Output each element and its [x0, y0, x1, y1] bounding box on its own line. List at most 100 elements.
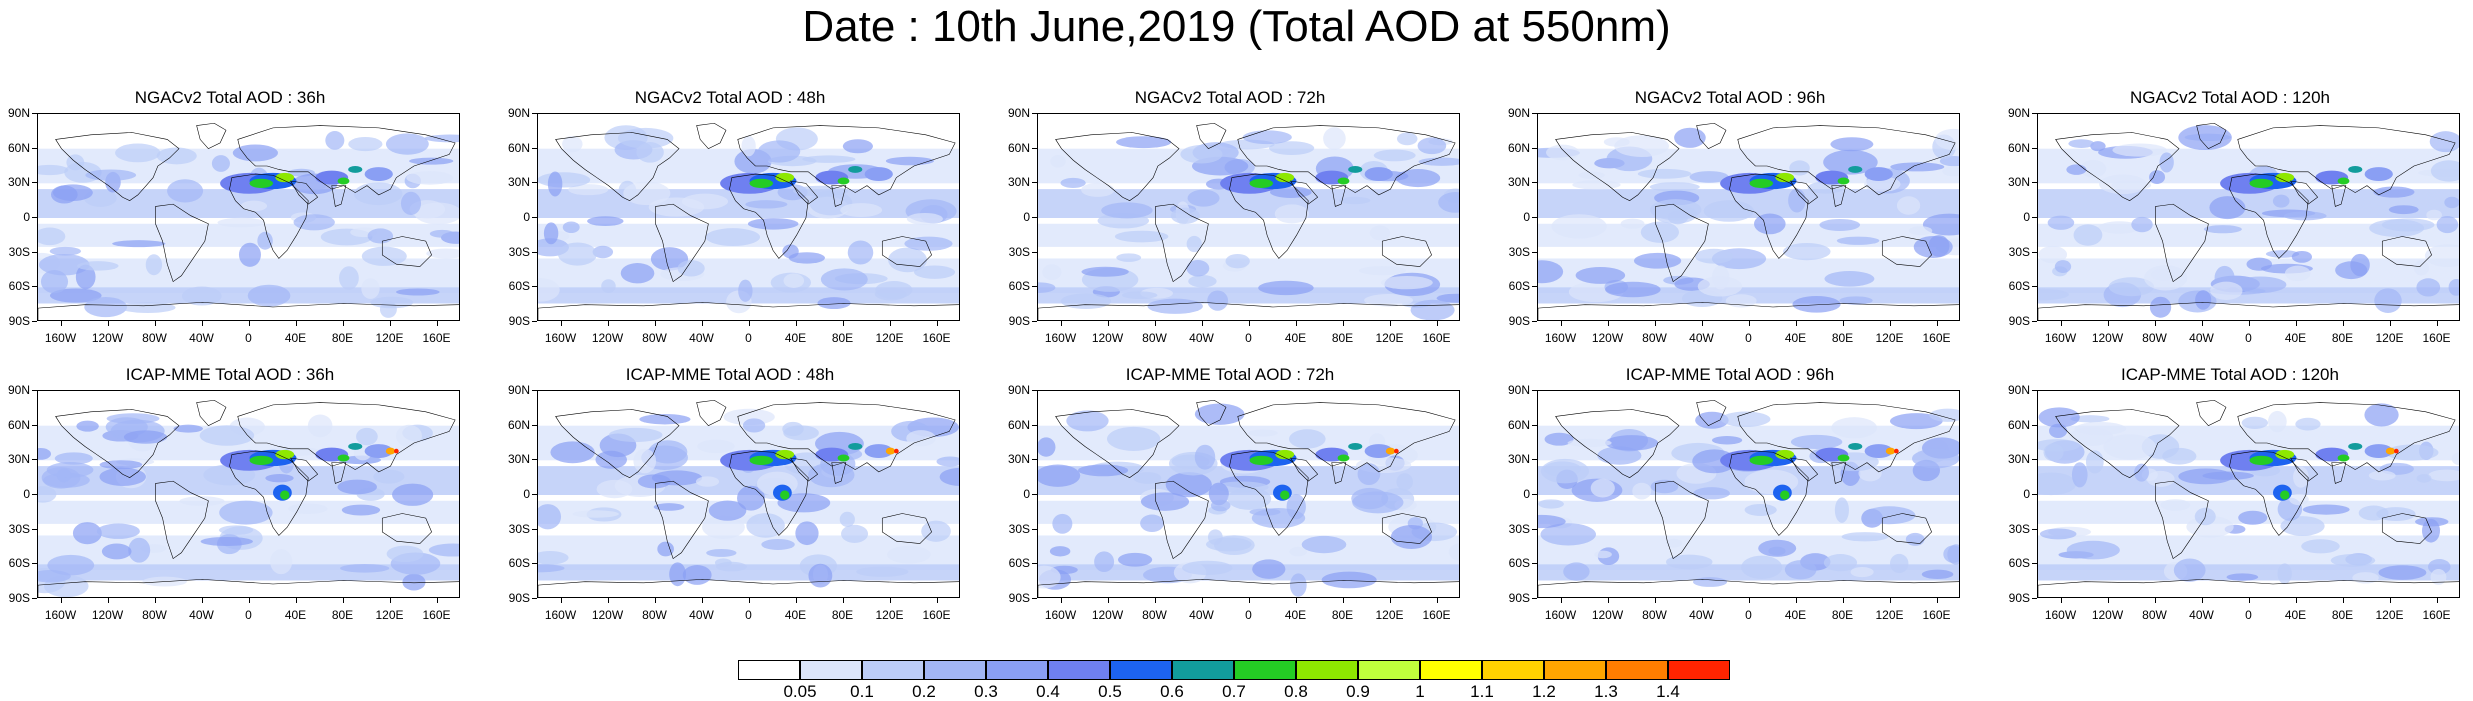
- coastline: [1196, 122, 1227, 150]
- aod-field-blob: [1896, 196, 1921, 215]
- lon-tick: [2248, 598, 2250, 603]
- aod-dust-plume: [337, 454, 350, 462]
- lon-tick-label: 120E: [1375, 608, 1404, 622]
- colorbar-swatch: [1606, 660, 1668, 680]
- lat-tick-label: 0: [1523, 210, 1530, 224]
- aod-field-blob: [808, 563, 833, 588]
- aod-field-blob: [741, 135, 756, 157]
- lon-tick-label: 120W: [91, 608, 124, 622]
- colorbar-label: 0.8: [1284, 682, 1308, 701]
- lon-tick: [2060, 598, 2062, 603]
- aod-field-blob: [742, 418, 766, 433]
- lon-tick-label: 120E: [1375, 331, 1404, 345]
- aod-dust-plume: [348, 166, 363, 173]
- aod-field-blob: [2293, 466, 2309, 488]
- aod-field-blob: [2074, 422, 2127, 436]
- aod-field-blob: [1637, 168, 1692, 179]
- colorbar-label: 1.2: [1532, 682, 1556, 701]
- lon-tick: [2107, 321, 2109, 326]
- aod-field-blob: [2436, 215, 2459, 234]
- aod-field-blob: [1850, 567, 1874, 578]
- lon-tick: [1389, 598, 1391, 603]
- aod-field-blob: [84, 297, 128, 318]
- coastline: [38, 579, 459, 597]
- aod-map: [38, 122, 459, 320]
- lon-tick: [1295, 598, 1297, 603]
- aod-field-blob: [1572, 180, 1621, 190]
- aod-field-blob: [2210, 281, 2243, 300]
- lon-tick-label: 0: [1245, 608, 1252, 622]
- aod-field-blob: [1789, 160, 1810, 176]
- lon-tick-label: 80E: [1831, 331, 1854, 345]
- aod-field-blob: [1186, 235, 1202, 253]
- lon-tick-label: 120E: [875, 331, 904, 345]
- aod-field-blob: [706, 549, 737, 557]
- aod-field-blob: [550, 441, 595, 464]
- lat-tick-label: 60S: [1008, 279, 1030, 294]
- aod-field-blob: [2195, 290, 2212, 310]
- aod-field-blob: [1321, 571, 1377, 589]
- lon-tick-label: 120W: [591, 608, 624, 622]
- aod-field-blob: [1540, 458, 1589, 484]
- aod-field-blob: [2071, 462, 2088, 488]
- lat-tick-label: 60N: [2007, 140, 2030, 155]
- aod-field-blob: [1438, 192, 1459, 213]
- lon-tick: [2342, 321, 2344, 326]
- aod-field-blob: [782, 421, 804, 437]
- aod-dust-plume: [894, 448, 899, 454]
- lon-tick-label: 160E: [422, 608, 451, 622]
- lon-tick-label: 80W: [1642, 331, 1667, 345]
- aod-field-blob: [429, 229, 455, 238]
- lat-tick-label: 30N: [2007, 175, 2030, 190]
- panel-title: NGACv2 Total AOD : 96h: [1634, 88, 1826, 107]
- lon-tick: [1795, 321, 1797, 326]
- aod-dust-plume: [1775, 172, 1795, 183]
- colorbar-label: 0.7: [1222, 682, 1246, 701]
- aod-field-blob: [1758, 539, 1797, 557]
- lat-tick: [32, 147, 37, 149]
- coastline: [155, 480, 209, 560]
- aod-field-blob: [199, 425, 255, 446]
- lat-tick: [32, 321, 37, 322]
- aod-field-blob: [1301, 535, 1347, 554]
- lon-tick-label: 40W: [689, 608, 714, 622]
- colorbar-label: 0.05: [783, 682, 817, 701]
- aod-field-blob: [156, 147, 197, 165]
- lat-tick-label: 90N: [1507, 383, 1530, 397]
- lat-tick: [1532, 251, 1537, 253]
- aod-field-blob: [76, 420, 99, 432]
- aod-dust-plume: [2364, 167, 2393, 182]
- aod-field-blob: [885, 156, 935, 166]
- lat-tick-label: 30S: [8, 244, 30, 259]
- lon-tick-label: 80E: [1331, 331, 1354, 345]
- aod-dust-plume: [2337, 177, 2350, 185]
- aod-field-blob: [817, 297, 851, 310]
- colorbar-label: 0.2: [912, 682, 936, 701]
- aod-field-blob: [1060, 177, 1086, 188]
- aod-dust-plume: [864, 167, 893, 182]
- aod-field-blob: [2430, 568, 2447, 585]
- lat-tick: [1532, 147, 1537, 149]
- aod-field-blob: [1890, 162, 1945, 172]
- aod-field-blob: [2085, 450, 2104, 474]
- lon-tick: [154, 598, 156, 603]
- aod-dust-plume: [1337, 177, 1350, 185]
- aod-field-blob: [1101, 202, 1153, 219]
- lon-tick: [654, 598, 656, 603]
- aod-field-band: [1038, 223, 1459, 247]
- aod-field-blob: [2099, 174, 2147, 195]
- panel-title: ICAP-MME Total AOD : 72h: [1125, 365, 1335, 384]
- lat-tick-label: 60N: [1007, 417, 1030, 432]
- aod-field-blob: [38, 486, 57, 503]
- aod-field-blob: [2149, 296, 2172, 318]
- lat-tick-label: 0: [23, 210, 30, 224]
- aod-field-blob: [595, 450, 627, 469]
- lon-tick: [1295, 321, 1297, 326]
- lat-tick: [2032, 424, 2037, 426]
- aod-dust-plume: [2348, 166, 2363, 173]
- lon-tick-label: 120W: [1091, 331, 1124, 345]
- coastline: [1038, 302, 1459, 320]
- aod-field-blob: [1649, 182, 1700, 192]
- aod-field-blob: [2295, 417, 2321, 431]
- aod-field-blob: [219, 500, 273, 525]
